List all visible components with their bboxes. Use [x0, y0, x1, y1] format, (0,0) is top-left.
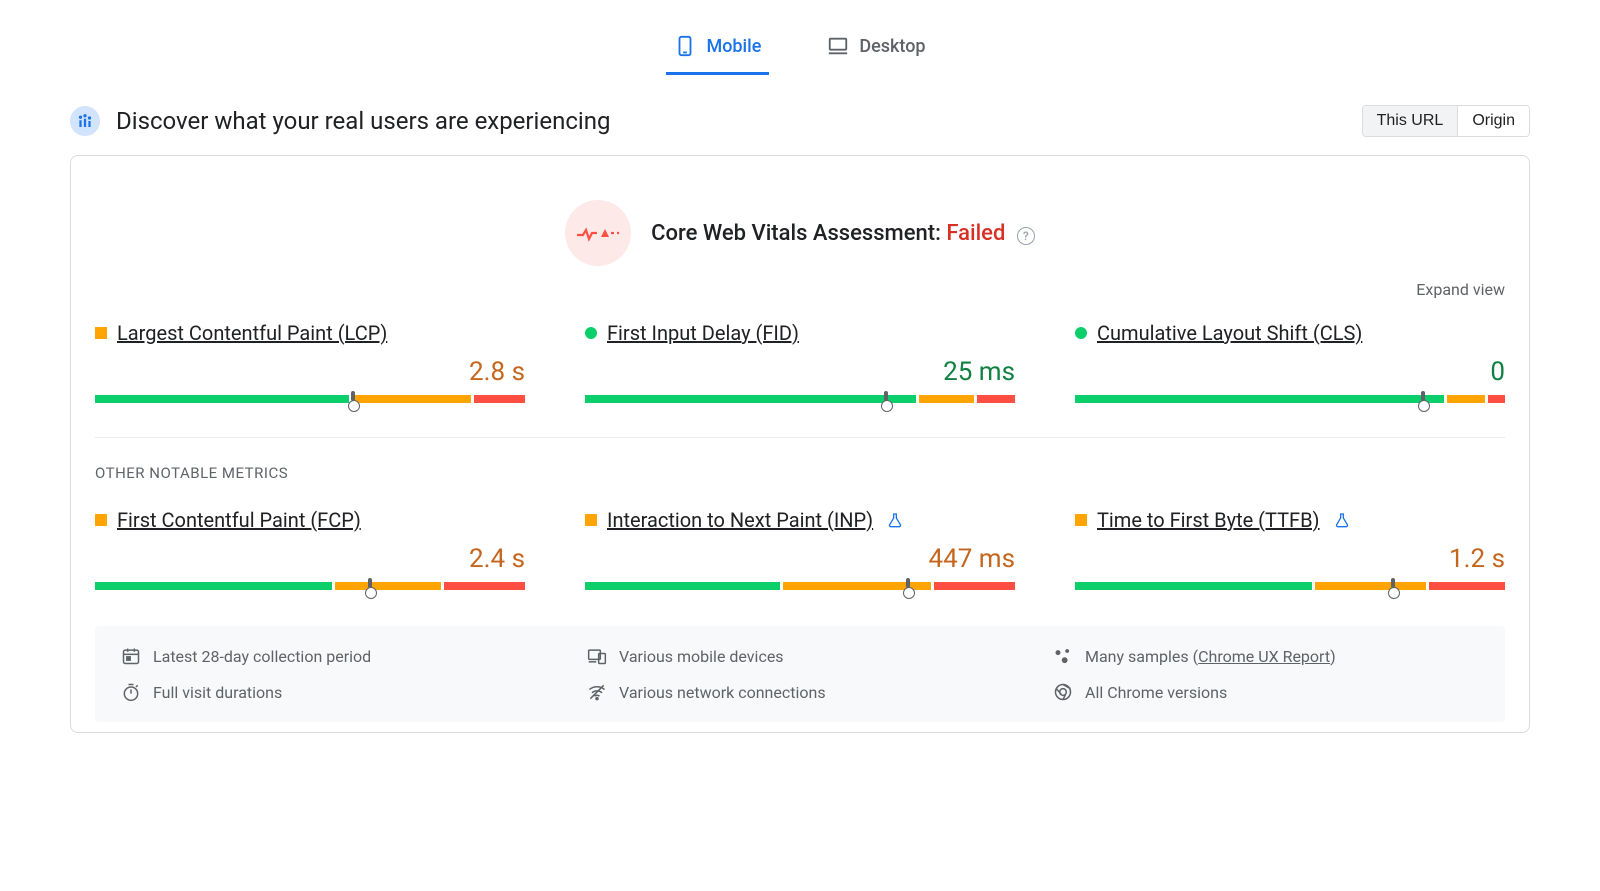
distribution-bar [1075, 582, 1505, 590]
divider [95, 437, 1505, 438]
footer-info: Latest 28-day collection period Various … [95, 626, 1505, 722]
metric-lcp: Largest Contentful Paint (LCP) 2.8 s [95, 321, 525, 403]
header-row: Discover what your real users are experi… [70, 105, 1530, 137]
footer-network: Various network connections [587, 682, 1013, 702]
chrome-icon [1053, 682, 1073, 702]
distribution-bar [1075, 395, 1505, 403]
footer-samples: Many samples (Chrome UX Report) [1053, 646, 1479, 666]
pulse-icon [565, 200, 631, 266]
metric-name-link[interactable]: Time to First Byte (TTFB) [1097, 508, 1320, 532]
vitals-card: Core Web Vitals Assessment: Failed ? Exp… [70, 155, 1530, 733]
assessment-status: Failed [946, 221, 1005, 246]
percentile-marker [348, 391, 358, 407]
tab-mobile-label: Mobile [706, 36, 761, 57]
status-indicator [1075, 514, 1087, 526]
status-indicator [585, 327, 597, 339]
tab-desktop-label: Desktop [859, 36, 925, 57]
assessment-row: Core Web Vitals Assessment: Failed ? [95, 200, 1505, 266]
device-tabs: Mobile Desktop [70, 20, 1530, 75]
metric-value: 2.4 s [95, 544, 525, 574]
metric-value: 0 [1075, 357, 1505, 387]
metric-cls: Cumulative Layout Shift (CLS) 0 [1075, 321, 1505, 403]
other-metrics-heading: OTHER NOTABLE METRICS [95, 464, 1505, 482]
distribution-bar [585, 395, 1015, 403]
footer-period: Latest 28-day collection period [121, 646, 547, 666]
metric-name-link[interactable]: First Input Delay (FID) [607, 321, 799, 345]
footer-devices: Various mobile devices [587, 646, 1013, 666]
assessment-label: Core Web Vitals Assessment: [651, 221, 941, 246]
core-metrics-grid: Largest Contentful Paint (LCP) 2.8 s Fir… [95, 321, 1505, 403]
percentile-marker [1388, 578, 1398, 594]
metric-value: 1.2 s [1075, 544, 1505, 574]
desktop-icon [827, 32, 849, 60]
metric-name-link[interactable]: First Contentful Paint (FCP) [117, 508, 361, 532]
toggle-origin[interactable]: Origin [1457, 106, 1529, 136]
percentile-marker [881, 391, 891, 407]
toggle-this-url[interactable]: This URL [1363, 106, 1458, 136]
other-metrics-grid: First Contentful Paint (FCP) 2.4 s Inter… [95, 508, 1505, 590]
footer-versions: All Chrome versions [1053, 682, 1479, 702]
crux-icon [70, 106, 100, 136]
samples-icon [1053, 646, 1073, 666]
devices-icon [587, 646, 607, 666]
distribution-bar [95, 582, 525, 590]
percentile-marker [903, 578, 913, 594]
status-indicator [1075, 327, 1087, 339]
status-indicator [95, 327, 107, 339]
metric-inp: Interaction to Next Paint (INP) 447 ms [585, 508, 1015, 590]
page-title: Discover what your real users are experi… [116, 107, 610, 135]
mobile-icon [674, 32, 696, 60]
tab-mobile[interactable]: Mobile [666, 20, 769, 75]
metric-fid: First Input Delay (FID) 25 ms [585, 321, 1015, 403]
crux-report-link[interactable]: Chrome UX Report [1198, 647, 1330, 666]
status-indicator [585, 514, 597, 526]
expand-view-link[interactable]: Expand view [95, 280, 1505, 299]
timer-icon [121, 682, 141, 702]
metric-value: 447 ms [585, 544, 1015, 574]
assessment-text: Core Web Vitals Assessment: Failed ? [651, 221, 1035, 246]
footer-durations: Full visit durations [121, 682, 547, 702]
percentile-marker [365, 578, 375, 594]
metric-name-link[interactable]: Largest Contentful Paint (LCP) [117, 321, 387, 345]
metric-name-link[interactable]: Interaction to Next Paint (INP) [607, 508, 873, 532]
metric-value: 2.8 s [95, 357, 525, 387]
help-icon[interactable]: ? [1017, 227, 1035, 245]
distribution-bar [585, 582, 1015, 590]
calendar-icon [121, 646, 141, 666]
metric-value: 25 ms [585, 357, 1015, 387]
experimental-icon [1334, 512, 1350, 528]
url-origin-toggle: This URL Origin [1362, 105, 1530, 137]
status-indicator [95, 514, 107, 526]
metric-name-link[interactable]: Cumulative Layout Shift (CLS) [1097, 321, 1362, 345]
experimental-icon [887, 512, 903, 528]
metric-fcp: First Contentful Paint (FCP) 2.4 s [95, 508, 525, 590]
distribution-bar [95, 395, 525, 403]
metric-ttfb: Time to First Byte (TTFB) 1.2 s [1075, 508, 1505, 590]
percentile-marker [1418, 391, 1428, 407]
tab-desktop[interactable]: Desktop [819, 20, 933, 75]
wifi-icon [587, 682, 607, 702]
